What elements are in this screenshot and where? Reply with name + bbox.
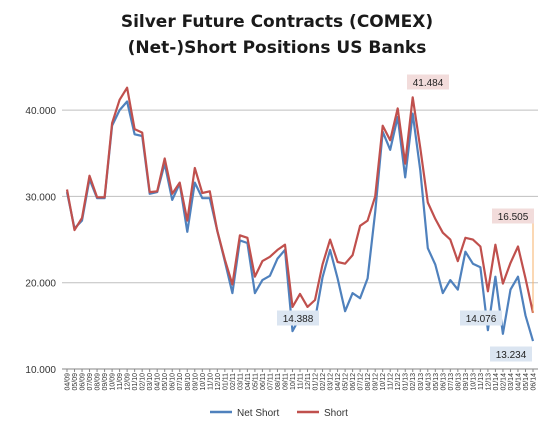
x-tick-label: 08/09	[95, 373, 102, 391]
x-tick-label: 11/12	[388, 373, 395, 390]
x-tick-label: 07/13	[448, 373, 455, 391]
x-tick-label: 09/11	[282, 373, 289, 390]
x-tick-label: 03/10	[147, 373, 154, 391]
callout-box	[492, 208, 534, 224]
x-tick-label: 02/12	[320, 373, 327, 391]
x-tick-label: 10/12	[380, 373, 387, 391]
y-tick-label: 40.000	[25, 106, 56, 117]
x-tick-label: 08/10	[185, 373, 192, 391]
x-tick-label: 04/14	[515, 373, 522, 391]
callout-box	[460, 310, 502, 326]
callout-box	[277, 310, 319, 326]
callout-label: 14.076	[466, 314, 497, 325]
x-tick-label: 04/12	[335, 373, 342, 391]
x-tick-label: 03/14	[508, 373, 515, 391]
x-tick-label: 05/10	[162, 373, 169, 391]
chart-title: Silver Future Contracts (COMEX)	[121, 12, 433, 32]
callout-label: 16.505	[498, 212, 529, 223]
x-tick-label: 08/13	[455, 373, 462, 391]
x-tick-label: 01/14	[493, 373, 500, 391]
x-tick-label: 01/12	[313, 373, 320, 391]
x-tick-label: 01/13	[403, 373, 410, 391]
x-tick-label: 02/14	[500, 373, 507, 391]
x-tick-label: 04/10	[155, 373, 162, 391]
x-tick-label: 04/13	[425, 373, 432, 391]
x-tick-label: 10/13	[470, 373, 477, 391]
x-tick-label: 06/09	[80, 373, 87, 391]
x-tick-label: 06/11	[260, 373, 267, 390]
x-tick-label: 12/09	[125, 373, 132, 391]
y-tick-label: 20.000	[25, 279, 56, 290]
x-tick-label: 01/10	[132, 373, 139, 391]
x-tick-label: 02/10	[140, 373, 147, 391]
x-tick-label: 10/09	[110, 373, 117, 391]
callout-label: 13.234	[496, 350, 527, 361]
x-tick-label: 11/13	[478, 373, 485, 390]
x-tick-label: 03/11	[237, 373, 244, 390]
x-tick-label: 08/12	[365, 373, 372, 391]
x-tick-label: 05/12	[343, 373, 350, 391]
series-line-net-short	[65, 100, 535, 342]
x-tick-label: 03/13	[418, 373, 425, 391]
y-tick-label: 30.000	[25, 192, 56, 203]
x-tick-label: 07/10	[177, 373, 184, 391]
series-line-short	[65, 86, 535, 314]
legend-label: Net Short	[237, 408, 279, 419]
x-tick-label: 11/11	[298, 373, 305, 390]
chart-subtitle: (Net-)Short Positions US Banks	[128, 38, 427, 58]
x-tick-label: 05/11	[252, 373, 259, 390]
callout-label: 41.484	[413, 78, 444, 89]
x-tick-label: 11/10	[207, 373, 214, 390]
x-tick-label: 12/10	[215, 373, 222, 391]
x-tick-label: 09/10	[192, 373, 199, 391]
x-tick-label: 06/12	[350, 373, 357, 391]
x-tick-label: 04/09	[65, 373, 72, 391]
x-tick-label: 04/11	[245, 373, 252, 390]
x-tick-label: 10/11	[290, 373, 297, 390]
callout-label: 14.388	[283, 314, 314, 325]
y-tick-label: 10.000	[25, 365, 56, 376]
x-tick-label: 05/13	[433, 373, 440, 391]
x-tick-label: 05/14	[523, 373, 530, 391]
x-tick-label: 08/11	[275, 373, 282, 390]
x-tick-label: 12/13	[485, 373, 492, 391]
legend: Net Short Short	[210, 408, 348, 419]
legend-label: Short	[324, 408, 348, 419]
x-tick-label: 09/12	[373, 373, 380, 391]
x-tick-label: 03/12	[328, 373, 335, 391]
callout-box	[490, 346, 532, 362]
x-tick-label: 12/11	[305, 373, 312, 390]
x-tick-label: 07/12	[358, 373, 365, 391]
x-tick-label: 02/11	[230, 373, 237, 390]
x-tick-label: 06/14	[531, 373, 538, 391]
x-tick-label: 07/11	[267, 373, 274, 390]
x-tick-label: 10/10	[200, 373, 207, 391]
x-tick-label: 06/10	[170, 373, 177, 391]
x-tick-label: 07/09	[87, 373, 94, 391]
x-tick-label: 12/12	[395, 373, 402, 391]
x-tick-label: 09/13	[463, 373, 470, 391]
x-tick-label: 01/11	[222, 373, 229, 390]
x-tick-label: 05/09	[72, 373, 79, 391]
x-tick-label: 06/13	[440, 373, 447, 391]
x-tick-label: 02/13	[410, 373, 417, 391]
x-tick-label: 09/09	[102, 373, 109, 391]
x-tick-label: 11/09	[117, 373, 124, 390]
callout-box	[407, 74, 449, 90]
